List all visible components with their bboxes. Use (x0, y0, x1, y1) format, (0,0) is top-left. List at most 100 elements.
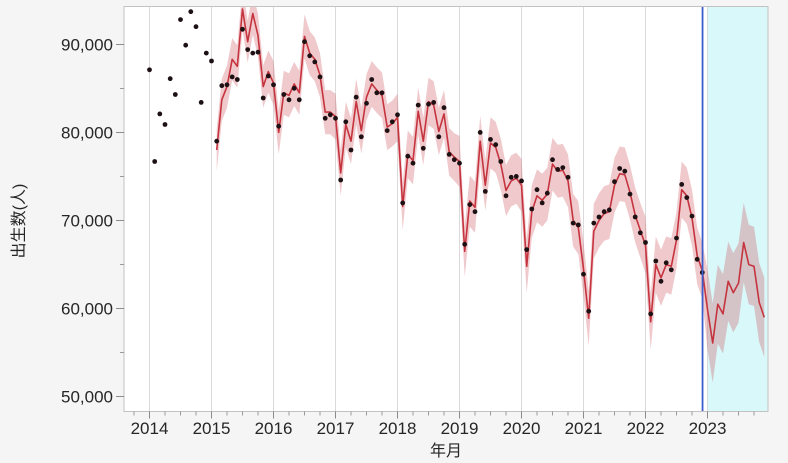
observed-point[interactable] (250, 50, 256, 56)
observed-point[interactable] (498, 159, 504, 164)
observed-point[interactable] (224, 82, 230, 88)
observed-point[interactable] (333, 115, 338, 121)
observed-point[interactable] (622, 168, 628, 174)
observed-point[interactable] (519, 178, 524, 184)
observed-point[interactable] (260, 95, 266, 101)
observed-point[interactable] (405, 153, 411, 159)
observed-point[interactable] (467, 202, 473, 208)
observed-point[interactable] (627, 191, 633, 197)
observed-point[interactable] (162, 122, 168, 127)
observed-point[interactable] (348, 147, 354, 153)
observed-point[interactable] (395, 112, 400, 118)
observed-point[interactable] (343, 119, 349, 125)
observed-point[interactable] (689, 213, 695, 219)
observed-point[interactable] (389, 119, 395, 125)
observed-point[interactable] (265, 73, 271, 79)
observed-point[interactable] (694, 256, 700, 262)
observed-point[interactable] (612, 179, 617, 185)
observed-point[interactable] (255, 49, 261, 55)
observed-point[interactable] (384, 128, 390, 134)
observed-point[interactable] (302, 39, 307, 45)
observed-point[interactable] (477, 130, 483, 135)
observed-point[interactable] (198, 100, 204, 105)
observed-point[interactable] (317, 74, 323, 80)
observed-point[interactable] (281, 92, 287, 97)
observed-point[interactable] (482, 189, 488, 194)
observed-point[interactable] (457, 160, 462, 166)
observed-point[interactable] (524, 247, 530, 253)
observed-point[interactable] (679, 182, 685, 187)
observed-point[interactable] (431, 100, 437, 105)
observed-point[interactable] (488, 137, 493, 142)
observed-point[interactable] (601, 209, 607, 215)
observed-point[interactable] (426, 101, 431, 107)
observed-point[interactable] (271, 82, 276, 88)
observed-point[interactable] (286, 97, 292, 103)
observed-point[interactable] (617, 166, 623, 171)
observed-point[interactable] (338, 177, 344, 183)
observed-point[interactable] (172, 92, 178, 97)
observed-point[interactable] (606, 207, 612, 213)
observed-point[interactable] (183, 42, 189, 48)
observed-point[interactable] (203, 50, 209, 56)
observed-point[interactable] (152, 159, 158, 164)
observed-point[interactable] (209, 58, 214, 64)
observed-point[interactable] (534, 187, 540, 193)
observed-point[interactable] (214, 138, 220, 144)
observed-point[interactable] (276, 123, 282, 129)
observed-point[interactable] (565, 174, 571, 180)
observed-point[interactable] (312, 59, 318, 65)
observed-point[interactable] (462, 241, 468, 247)
observed-point[interactable] (436, 134, 442, 140)
observed-point[interactable] (322, 115, 328, 121)
observed-point[interactable] (663, 260, 669, 266)
observed-point[interactable] (570, 220, 576, 226)
observed-point[interactable] (513, 174, 519, 179)
observed-point[interactable] (178, 17, 183, 22)
observed-point[interactable] (157, 111, 163, 117)
observed-point[interactable] (539, 200, 545, 206)
observed-point[interactable] (632, 214, 638, 220)
observed-point[interactable] (240, 26, 245, 32)
observed-point[interactable] (364, 100, 369, 106)
observed-point[interactable] (544, 190, 550, 196)
observed-point[interactable] (684, 195, 690, 201)
observed-point[interactable] (369, 77, 375, 82)
observed-point[interactable] (358, 134, 364, 140)
observed-point[interactable] (219, 83, 225, 89)
observed-point[interactable] (446, 152, 452, 157)
observed-point[interactable] (503, 193, 509, 199)
observed-point[interactable] (245, 47, 251, 52)
observed-point[interactable] (472, 209, 478, 215)
observed-point[interactable] (658, 278, 664, 284)
observed-point[interactable] (353, 94, 359, 100)
observed-point[interactable] (296, 97, 302, 103)
observed-point[interactable] (596, 214, 602, 220)
observed-point[interactable] (550, 157, 555, 163)
observed-point[interactable] (307, 53, 313, 59)
observed-point[interactable] (420, 145, 426, 151)
observed-point[interactable] (529, 206, 535, 212)
observed-point[interactable] (441, 105, 447, 111)
observed-point[interactable] (188, 9, 194, 15)
observed-point[interactable] (415, 102, 421, 108)
observed-point[interactable] (637, 230, 643, 236)
observed-point[interactable] (291, 85, 297, 91)
observed-point[interactable] (586, 308, 592, 314)
observed-point[interactable] (147, 67, 152, 73)
observed-point[interactable] (400, 200, 406, 206)
observed-point[interactable] (451, 157, 457, 163)
observed-point[interactable] (167, 76, 173, 82)
observed-point[interactable] (591, 220, 597, 226)
observed-point[interactable] (193, 24, 199, 30)
observed-point[interactable] (653, 258, 659, 264)
observed-point[interactable] (327, 112, 333, 118)
observed-point[interactable] (410, 160, 416, 166)
observed-point[interactable] (493, 142, 499, 148)
observed-point[interactable] (379, 90, 385, 96)
observed-point[interactable] (575, 222, 581, 228)
observed-point[interactable] (234, 77, 240, 82)
observed-point[interactable] (555, 167, 561, 172)
observed-point[interactable] (374, 90, 380, 96)
observed-point[interactable] (581, 271, 586, 277)
